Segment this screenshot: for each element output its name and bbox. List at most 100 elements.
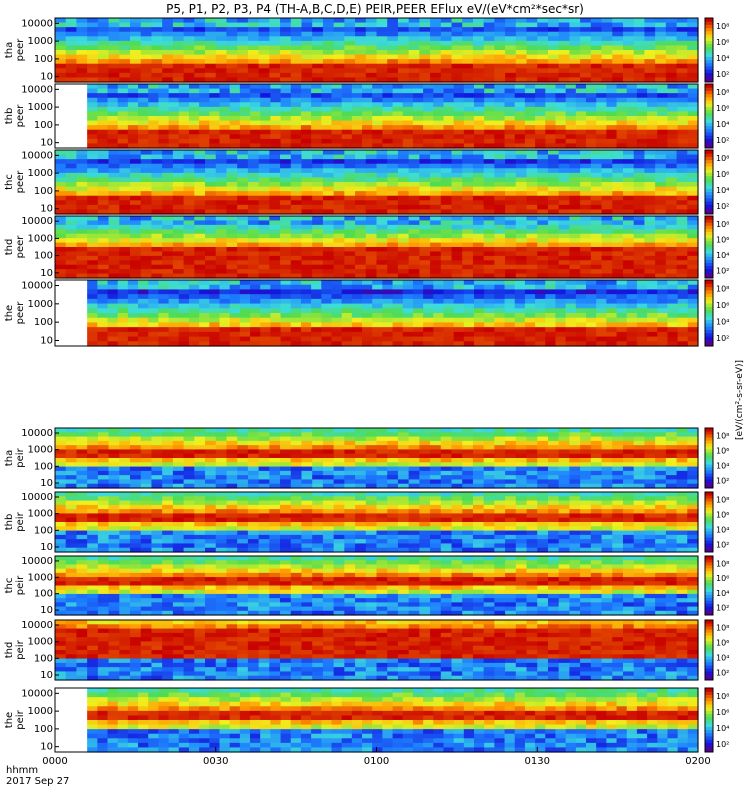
heatmap-cell: [280, 97, 292, 103]
heatmap-cell: [616, 84, 628, 90]
heatmap-cell: [219, 120, 231, 126]
heatmap-cell: [676, 191, 688, 197]
heatmap-cell: [440, 216, 453, 222]
heatmap-cell: [472, 77, 485, 83]
heatmap-cell: [463, 88, 475, 94]
heatmap-cell: [657, 84, 669, 90]
heatmap-cell: [333, 59, 345, 65]
heatmap-cell: [119, 200, 131, 206]
heatmap-cell: [665, 159, 678, 165]
heatmap-cell: [226, 224, 238, 230]
heatmap-cell: [376, 475, 388, 481]
heatmap-cell: [430, 200, 442, 206]
heatmap-cell: [419, 172, 431, 179]
heatmap-cell: [606, 317, 618, 324]
heatmap-cell: [472, 216, 485, 222]
heatmap-cell: [419, 191, 431, 197]
heatmap-cell: [117, 106, 129, 113]
heatmap-cell: [55, 453, 67, 459]
heatmap-cell: [647, 317, 658, 324]
heatmap-cell: [127, 303, 139, 309]
heatmap-cell: [247, 186, 260, 192]
heatmap-cell: [65, 440, 78, 446]
heatmap-cell: [430, 242, 442, 248]
heatmap-cell: [168, 294, 180, 300]
heatmap-cell: [183, 475, 195, 481]
heatmap-cell: [547, 224, 560, 230]
heatmap-cell: [376, 428, 388, 433]
heatmap-cell: [515, 27, 528, 33]
heatmap-cell: [344, 462, 356, 468]
heatmap-cell: [280, 445, 292, 451]
heatmap-cell: [596, 102, 607, 108]
heatmap-cell: [535, 280, 546, 286]
heatmap-cell: [226, 63, 238, 69]
colorbar-cell: [705, 141, 713, 146]
heatmap-cell: [162, 470, 174, 476]
heatmap-cell: [76, 483, 88, 489]
heatmap-cell: [687, 269, 699, 275]
heatmap-cell: [494, 216, 506, 222]
heatmap-cell: [344, 436, 356, 442]
heatmap-cell: [565, 284, 577, 291]
panel-label: thc: [4, 174, 15, 190]
heatmap-cell: [494, 31, 506, 37]
heatmap-cell: [601, 220, 613, 226]
heatmap-cell: [397, 229, 410, 235]
heatmap-cell: [555, 106, 567, 113]
heatmap-cell: [687, 303, 699, 309]
heatmap-cell: [119, 204, 131, 211]
heatmap-cell: [472, 436, 485, 442]
heatmap-cell: [387, 50, 399, 56]
heatmap-cell: [440, 255, 453, 261]
heatmap-cell: [433, 134, 445, 140]
heatmap-cell: [301, 475, 313, 481]
heatmap-cell: [558, 40, 570, 47]
y-tick-label: 1000: [28, 233, 53, 244]
heatmap-cell: [140, 440, 153, 446]
heatmap-cell: [162, 31, 174, 37]
heatmap-cell: [362, 138, 373, 145]
heatmap-cell: [622, 154, 635, 160]
heatmap-cell: [644, 220, 656, 226]
heatmap-cell: [119, 216, 131, 222]
heatmap-cell: [472, 31, 485, 37]
heatmap-cell: [172, 242, 185, 248]
heatmap-cell: [558, 182, 570, 188]
heatmap-cell: [687, 22, 699, 28]
colorbar-cell: [705, 256, 713, 260]
heatmap-cell: [451, 440, 463, 446]
heatmap-cell: [312, 436, 324, 442]
heatmap-cell: [387, 172, 399, 179]
heatmap-cell: [87, 111, 98, 117]
heatmap-cell: [333, 449, 345, 455]
heatmap-cell: [402, 298, 414, 305]
heatmap-cell: [575, 143, 587, 149]
heatmap-cell: [87, 125, 98, 131]
heatmap-cell: [474, 327, 485, 333]
heatmap-cell: [504, 341, 516, 347]
heatmap-cell: [178, 289, 190, 295]
heatmap-cell: [494, 27, 506, 33]
heatmap-cell: [392, 116, 404, 122]
heatmap-cell: [97, 31, 110, 37]
heatmap-cell: [119, 251, 131, 257]
heatmap-cell: [423, 129, 434, 135]
heatmap-cell: [158, 129, 170, 135]
heatmap-cell: [397, 475, 410, 481]
heatmap-cell: [344, 191, 356, 197]
heatmap-cell: [387, 269, 399, 275]
heatmap-cell: [472, 150, 485, 156]
heatmap-cell: [290, 308, 302, 314]
heatmap-cell: [655, 27, 667, 33]
heatmap-cell: [665, 172, 678, 179]
heatmap-cell: [524, 298, 536, 305]
heatmap-cell: [514, 106, 526, 113]
heatmap-cell: [462, 40, 474, 47]
heatmap-cell: [580, 63, 592, 69]
heatmap-cell: [183, 255, 195, 261]
heatmap-cell: [119, 247, 131, 253]
heatmap-cell: [290, 336, 302, 342]
heatmap-cell: [462, 27, 474, 33]
heatmap-cell: [526, 45, 538, 51]
